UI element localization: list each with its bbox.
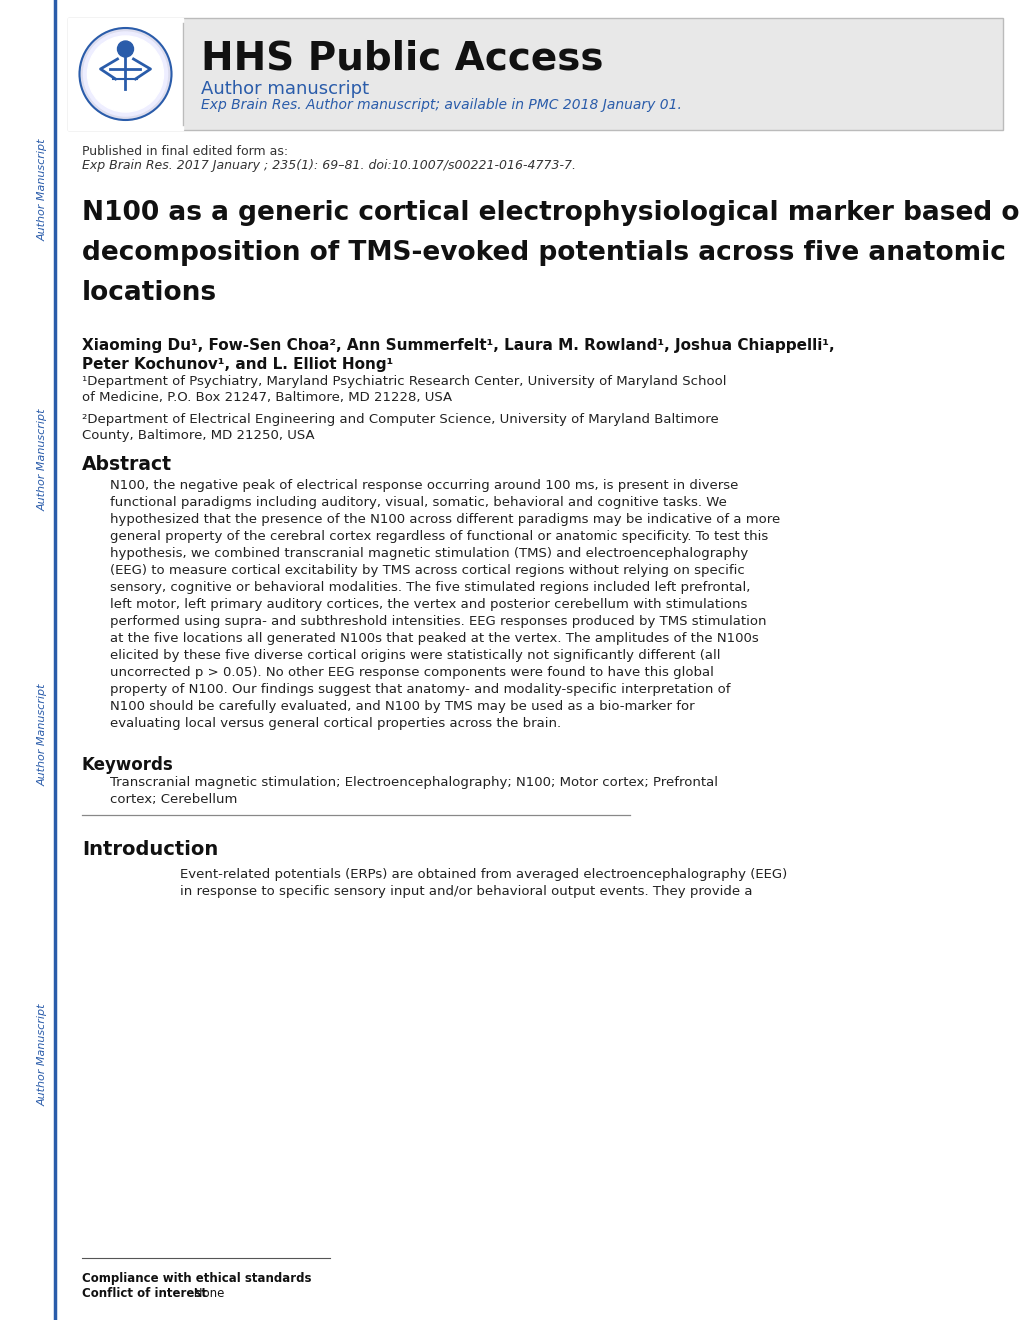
Text: Exp Brain Res. Author manuscript; available in PMC 2018 January 01.: Exp Brain Res. Author manuscript; availa… <box>201 98 682 112</box>
Text: cortex; Cerebellum: cortex; Cerebellum <box>110 793 237 807</box>
Text: Keywords: Keywords <box>82 756 173 774</box>
Text: uncorrected p > 0.05). No other EEG response components were found to have this : uncorrected p > 0.05). No other EEG resp… <box>110 667 713 678</box>
Text: in response to specific sensory input and/or behavioral output events. They prov: in response to specific sensory input an… <box>179 884 752 898</box>
Text: general property of the cerebral cortex regardless of functional or anatomic spe: general property of the cerebral cortex … <box>110 531 767 543</box>
Text: Abstract: Abstract <box>82 455 172 474</box>
Text: performed using supra- and subthreshold intensities. EEG responses produced by T: performed using supra- and subthreshold … <box>110 615 765 628</box>
Text: Author manuscript: Author manuscript <box>201 81 369 98</box>
Text: Introduction: Introduction <box>82 840 218 859</box>
Text: Transcranial magnetic stimulation; Electroencephalography; N100; Motor cortex; P: Transcranial magnetic stimulation; Elect… <box>110 776 717 789</box>
Text: ²Department of Electrical Engineering and Computer Science, University of Maryla: ²Department of Electrical Engineering an… <box>82 413 718 426</box>
Text: Author Manuscript: Author Manuscript <box>38 139 48 242</box>
Text: Event-related potentials (ERPs) are obtained from averaged electroencephalograph: Event-related potentials (ERPs) are obta… <box>179 869 787 880</box>
Text: Author Manuscript: Author Manuscript <box>38 1003 48 1106</box>
Text: hypothesis, we combined transcranial magnetic stimulation (TMS) and electroencep: hypothesis, we combined transcranial mag… <box>110 546 748 560</box>
Bar <box>68 18 182 129</box>
Text: County, Baltimore, MD 21250, USA: County, Baltimore, MD 21250, USA <box>82 429 314 442</box>
Text: N100 as a generic cortical electrophysiological marker based on: N100 as a generic cortical electrophysio… <box>82 201 1019 226</box>
Text: ¹Department of Psychiatry, Maryland Psychiatric Research Center, University of M: ¹Department of Psychiatry, Maryland Psyc… <box>82 375 726 388</box>
Text: Published in final edited form as:: Published in final edited form as: <box>82 145 287 158</box>
Text: Compliance with ethical standards: Compliance with ethical standards <box>82 1272 311 1284</box>
Text: decomposition of TMS-evoked potentials across five anatomic: decomposition of TMS-evoked potentials a… <box>82 240 1005 267</box>
Text: hypothesized that the presence of the N100 across different paradigms may be ind: hypothesized that the presence of the N1… <box>110 513 780 525</box>
Text: Author Manuscript: Author Manuscript <box>38 684 48 787</box>
Text: sensory, cognitive or behavioral modalities. The five stimulated regions include: sensory, cognitive or behavioral modalit… <box>110 581 750 594</box>
Text: Exp Brain Res. 2017 January ; 235(1): 69–81. doi:10.1007/s00221-016-4773-7.: Exp Brain Res. 2017 January ; 235(1): 69… <box>82 158 576 172</box>
Text: at the five locations all generated N100s that peaked at the vertex. The amplitu: at the five locations all generated N100… <box>110 632 758 645</box>
Text: Peter Kochunov¹, and L. Elliot Hong¹: Peter Kochunov¹, and L. Elliot Hong¹ <box>82 356 393 372</box>
Text: left motor, left primary auditory cortices, the vertex and posterior cerebellum : left motor, left primary auditory cortic… <box>110 598 747 611</box>
Circle shape <box>117 41 133 57</box>
Text: None: None <box>190 1287 224 1300</box>
Text: Conflict of interest: Conflict of interest <box>82 1287 207 1300</box>
Text: N100 should be carefully evaluated, and N100 by TMS may be used as a bio-marker : N100 should be carefully evaluated, and … <box>110 700 694 713</box>
Circle shape <box>79 28 171 120</box>
Text: Xiaoming Du¹, Fow-Sen Choa², Ann Summerfelt¹, Laura M. Rowland¹, Joshua Chiappel: Xiaoming Du¹, Fow-Sen Choa², Ann Summerf… <box>82 338 834 352</box>
Text: Author Manuscript: Author Manuscript <box>38 409 48 511</box>
Text: (EEG) to measure cortical excitability by TMS across cortical regions without re: (EEG) to measure cortical excitability b… <box>110 564 744 577</box>
Text: evaluating local versus general cortical properties across the brain.: evaluating local versus general cortical… <box>110 717 560 730</box>
Text: functional paradigms including auditory, visual, somatic, behavioral and cogniti: functional paradigms including auditory,… <box>110 496 727 510</box>
Text: N100, the negative peak of electrical response occurring around 100 ms, is prese: N100, the negative peak of electrical re… <box>110 479 738 492</box>
Text: elicited by these five diverse cortical origins were statistically not significa: elicited by these five diverse cortical … <box>110 649 719 663</box>
FancyBboxPatch shape <box>68 18 1002 129</box>
Circle shape <box>88 36 163 112</box>
Text: HHS Public Access: HHS Public Access <box>201 40 603 78</box>
Text: locations: locations <box>82 280 217 306</box>
Circle shape <box>84 32 167 116</box>
Text: property of N100. Our findings suggest that anatomy- and modality-specific inter: property of N100. Our findings suggest t… <box>110 682 730 696</box>
Text: of Medicine, P.O. Box 21247, Baltimore, MD 21228, USA: of Medicine, P.O. Box 21247, Baltimore, … <box>82 391 451 404</box>
